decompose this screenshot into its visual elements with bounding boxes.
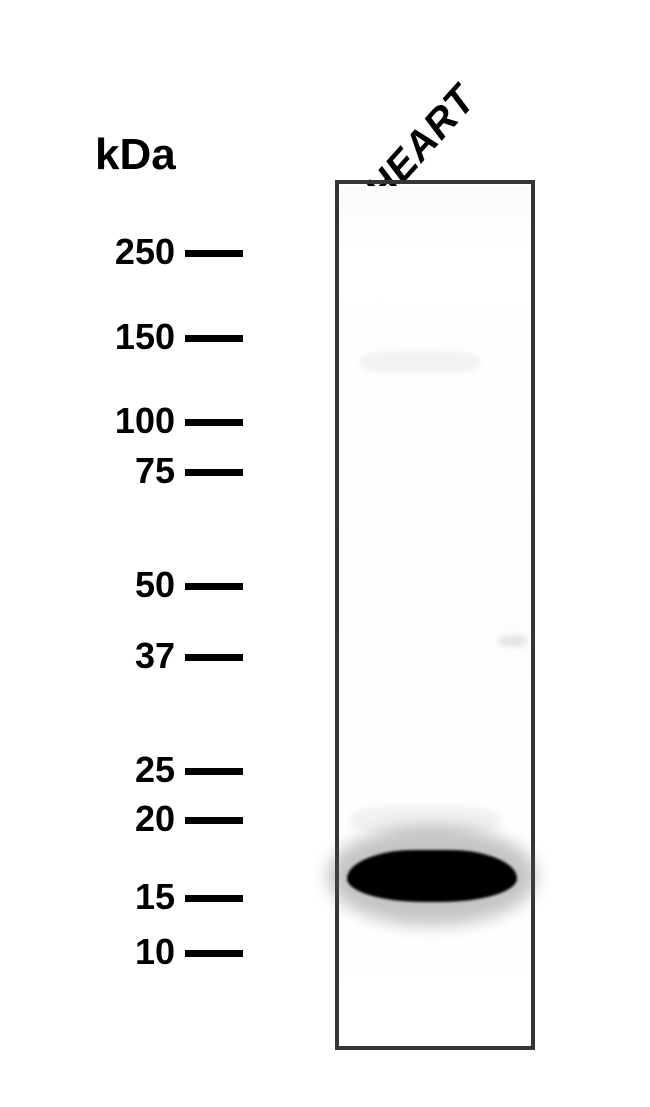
ladder-label-37: 37 (55, 635, 175, 677)
ladder-tick-150 (185, 335, 243, 342)
ladder-label-75: 75 (55, 450, 175, 492)
ladder-label-10: 10 (55, 931, 175, 973)
ladder-tick-25 (185, 768, 243, 775)
faint-mark-0 (360, 350, 480, 374)
ladder-label-150: 150 (55, 316, 175, 358)
faint-mark-1 (498, 635, 528, 647)
ladder-label-20: 20 (55, 798, 175, 840)
ladder-tick-37 (185, 654, 243, 661)
ladder-tick-250 (185, 250, 243, 257)
ladder-tick-50 (185, 583, 243, 590)
ladder-label-15: 15 (55, 876, 175, 918)
ladder-tick-100 (185, 419, 243, 426)
ladder-tick-20 (185, 817, 243, 824)
blot-main-band (347, 850, 517, 902)
ladder-label-25: 25 (55, 749, 175, 791)
ladder-label-50: 50 (55, 564, 175, 606)
ladder-tick-75 (185, 469, 243, 476)
ladder-tick-10 (185, 950, 243, 957)
kda-title: kDa (95, 130, 176, 180)
ladder-label-250: 250 (55, 231, 175, 273)
ladder-label-100: 100 (55, 400, 175, 442)
ladder-tick-15 (185, 895, 243, 902)
